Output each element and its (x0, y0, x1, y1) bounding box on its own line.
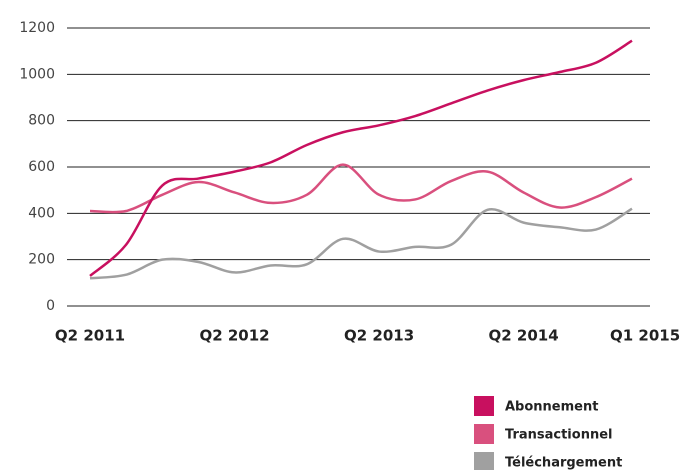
x-tick-label: Q2 2012 (199, 327, 269, 345)
y-tick-label: 800 (28, 113, 55, 129)
y-tick-label: 1200 (19, 20, 55, 36)
x-tick-label: Q2 2011 (55, 327, 125, 345)
y-tick-label: 600 (28, 159, 55, 175)
legend-label: Téléchargement (505, 456, 622, 471)
legend-swatch (474, 452, 494, 472)
legend-swatch (474, 424, 494, 444)
series-line (89, 39, 633, 277)
x-tick-label: Q2 2013 (344, 327, 414, 345)
y-tick-label: 200 (28, 252, 55, 268)
series-line (89, 207, 633, 280)
legend-swatch (474, 396, 494, 416)
y-tick-label: 1000 (19, 66, 55, 82)
x-tick-label: Q1 2015 (610, 327, 680, 345)
legend-label: Abonnement (505, 400, 598, 415)
y-tick-label: 0 (46, 298, 55, 314)
legend-label: Transactionnel (505, 428, 612, 443)
x-tick-label: Q2 2014 (489, 327, 559, 345)
series-line (89, 163, 633, 214)
y-tick-label: 400 (28, 205, 55, 221)
